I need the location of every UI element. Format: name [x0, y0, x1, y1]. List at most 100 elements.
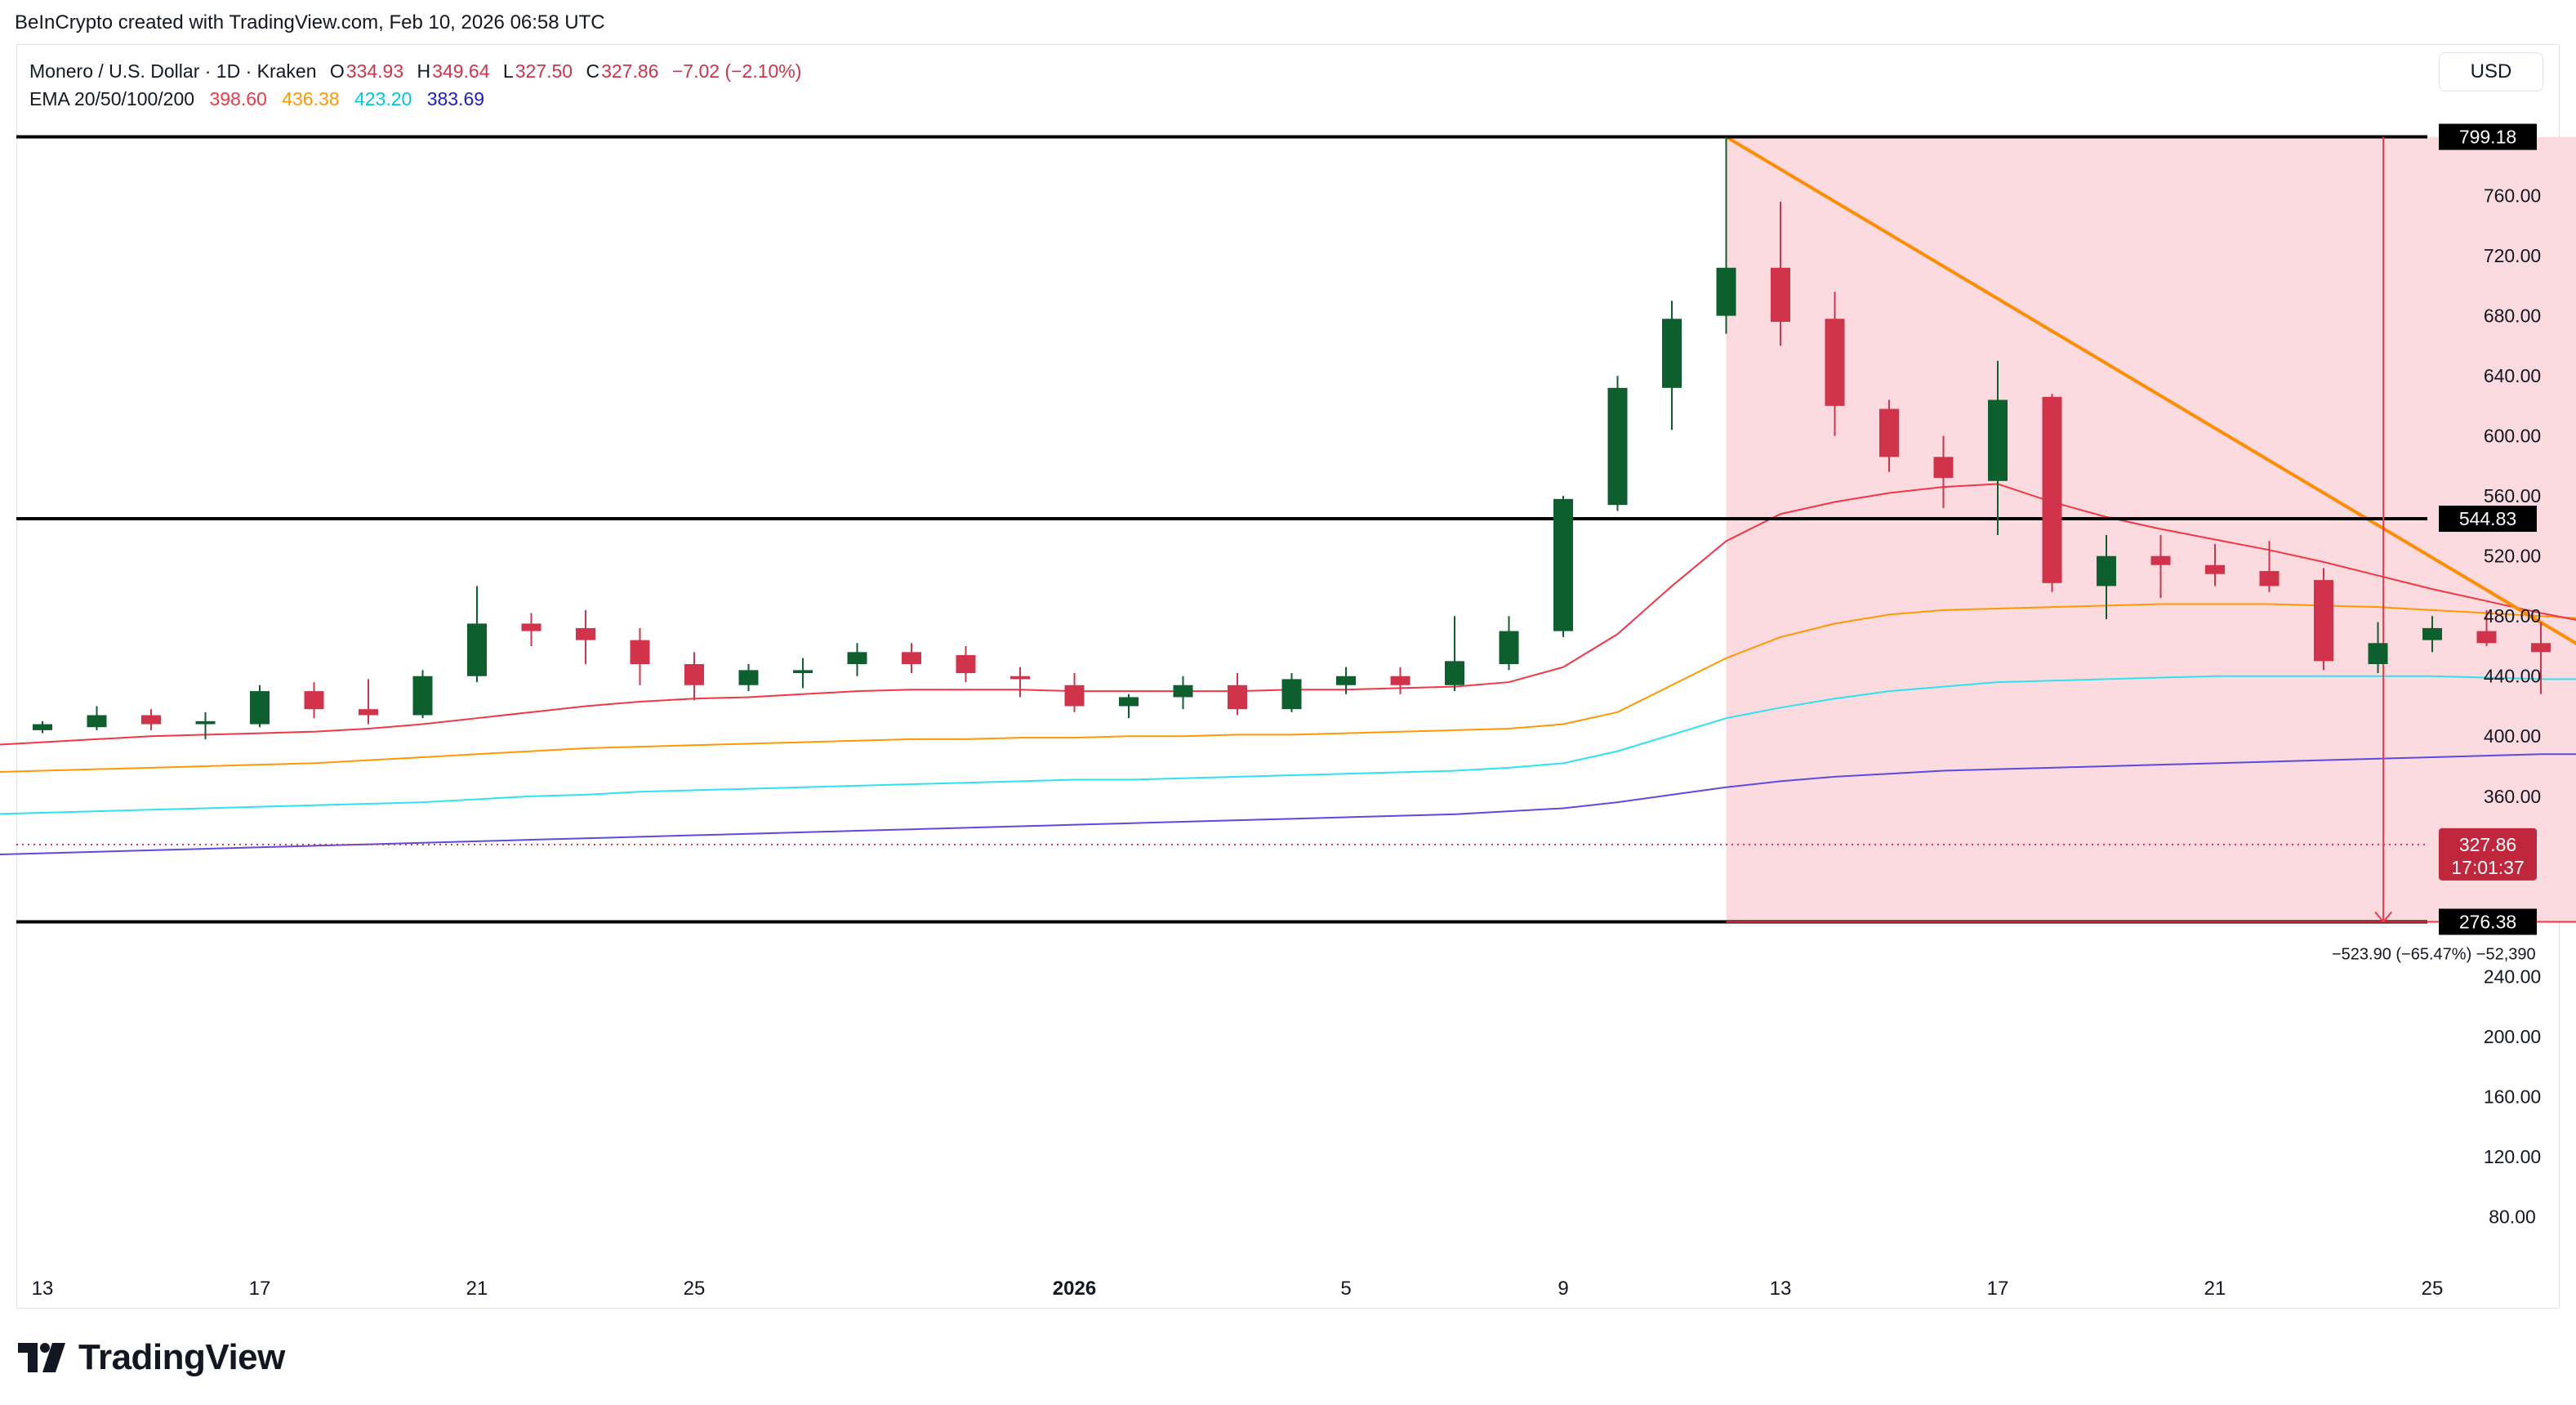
ohlc-open-label: O: [329, 60, 345, 82]
candle-body: [195, 720, 216, 725]
level-tag-2: [2439, 506, 2537, 533]
ohlc-high-value: 349.64: [432, 60, 490, 82]
tradingview-logo-text: TradingView: [78, 1337, 285, 1377]
candle-body: [1336, 676, 1356, 685]
y-tick-label: 760.00: [2484, 185, 2541, 207]
candle-body: [1607, 387, 1628, 506]
y-tick-label: 440.00: [2484, 666, 2541, 687]
candle-body: [738, 670, 759, 685]
candle: [1553, 496, 1573, 637]
candle: [1336, 667, 1356, 694]
ema20-value: 398.60: [209, 88, 267, 109]
x-tick-label: 25: [2422, 1278, 2444, 1300]
y-tick-label: 520.00: [2484, 546, 2541, 567]
candle-body: [956, 654, 976, 674]
x-tick-label: 17: [1987, 1278, 2009, 1300]
candle: [1607, 376, 1628, 511]
x-tick-label: 17: [249, 1278, 271, 1300]
y-tick-label: 480.00: [2484, 605, 2541, 627]
candle: [2531, 622, 2551, 694]
candle-body: [2476, 631, 2497, 644]
candle-body: [684, 664, 704, 685]
last-price-tag: [2439, 827, 2537, 881]
y-tick-label: 600.00: [2484, 426, 2541, 447]
candle: [250, 685, 270, 728]
x-tick-label: 5: [1340, 1278, 1351, 1300]
candle: [793, 658, 813, 689]
level-tag-label-2: 544.83: [2459, 508, 2516, 529]
symbol-title[interactable]: Monero / U.S. Dollar · 1D · Kraken: [29, 60, 317, 82]
candle-body: [1064, 685, 1085, 707]
ohlc-close-label: C: [586, 60, 600, 82]
measure-1-label: −523.90 (−65.47%) −52,390: [2332, 945, 2536, 963]
candle: [1879, 399, 1899, 472]
x-tick-label: 9: [1558, 1278, 1568, 1300]
candle-body: [2097, 555, 2116, 587]
descending-trendline: [1725, 135, 2576, 645]
tradingview-logo-icon: [18, 1343, 65, 1372]
candle: [1716, 136, 1736, 334]
candle: [2368, 622, 2388, 674]
symbol-row: Monero / U.S. Dollar · 1D · Kraken O334.…: [29, 57, 801, 85]
candle-body: [521, 623, 541, 631]
candle-body: [250, 691, 270, 725]
candle-body: [1173, 685, 1193, 698]
candle: [304, 682, 324, 719]
candle: [2476, 609, 2497, 646]
x-tick-label: 25: [684, 1278, 706, 1300]
ema-row: EMA 20/50/100/200 398.60 436.38 423.20 3…: [29, 85, 801, 113]
candle-body: [2314, 580, 2333, 662]
candle: [902, 643, 921, 674]
x-tick-label: 2026: [1053, 1278, 1096, 1300]
candle-body: [2368, 643, 2388, 665]
candle-body: [1879, 408, 1899, 457]
candle-body: [1825, 319, 1845, 406]
y-tick-label: 400.00: [2484, 725, 2541, 747]
x-tick-label: 13: [1770, 1278, 1792, 1300]
candle-body: [1933, 457, 1954, 479]
candle: [33, 720, 52, 734]
candle-body: [2422, 627, 2442, 640]
candle-body: [2531, 643, 2551, 653]
candle: [1499, 616, 1519, 671]
candle: [467, 586, 487, 683]
candle: [1173, 676, 1193, 710]
candle-body: [902, 652, 921, 665]
candle: [2314, 568, 2333, 671]
candle: [956, 645, 976, 683]
y-tick-label: 720.00: [2484, 245, 2541, 266]
candle-body: [1281, 679, 1302, 710]
y-tick-label: 80.00: [2489, 1206, 2536, 1227]
currency-button[interactable]: USD: [2439, 52, 2543, 91]
ema100-line: [0, 675, 2576, 815]
candle-body: [2150, 555, 2171, 565]
tradingview-logo[interactable]: TradingView: [18, 1333, 285, 1382]
candle-body: [141, 715, 161, 725]
level-tag-1: [2439, 123, 2537, 150]
candle-body: [304, 691, 324, 710]
ohlc-close-value: 327.86: [601, 60, 659, 82]
candle-body: [1988, 399, 2008, 481]
candle: [630, 627, 650, 685]
y-tick-label: 640.00: [2484, 365, 2541, 386]
level-tag-3: [2439, 908, 2537, 935]
candle-body: [412, 676, 433, 716]
level-tag-label-3: 276.38: [2459, 911, 2516, 932]
ema200-value: 383.69: [426, 88, 485, 109]
candle: [195, 711, 216, 739]
candle: [1390, 667, 1411, 694]
chart-legend: Monero / U.S. Dollar · 1D · Kraken O334.…: [29, 57, 801, 113]
candle-body: [1553, 498, 1573, 631]
candle-body: [359, 709, 378, 716]
x-tick-label: 21: [2204, 1278, 2226, 1300]
candle: [1064, 673, 1085, 712]
candle-body: [793, 670, 813, 674]
candle-body: [630, 640, 650, 665]
candle-body: [1119, 697, 1139, 707]
candle: [1771, 201, 1790, 346]
candle: [2422, 616, 2442, 653]
ema-label[interactable]: EMA 20/50/100/200: [29, 88, 195, 109]
y-tick-label: 240.00: [2484, 966, 2541, 987]
candle-body: [1445, 661, 1464, 685]
